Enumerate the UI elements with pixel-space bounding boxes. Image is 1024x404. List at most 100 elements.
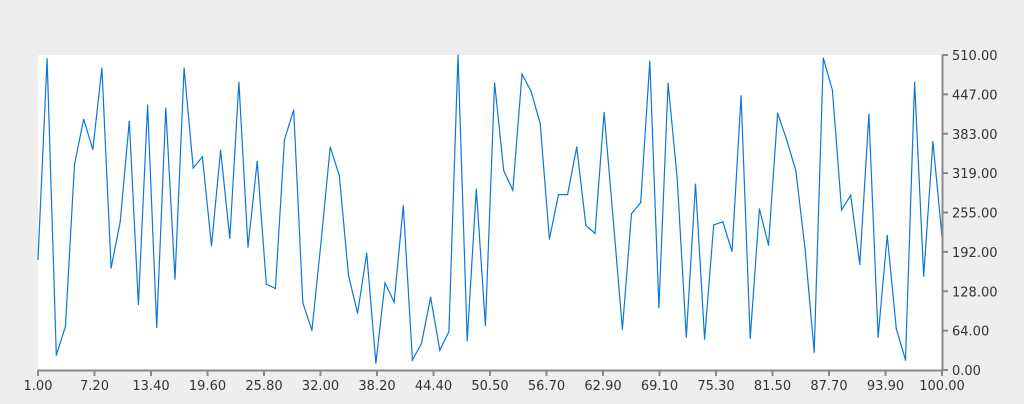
data-point xyxy=(210,245,213,247)
data-point xyxy=(238,81,240,83)
data-point xyxy=(256,160,258,162)
data-point xyxy=(320,240,322,243)
data-point xyxy=(430,296,432,298)
data-point xyxy=(302,302,304,304)
data-point xyxy=(667,82,669,85)
data-point xyxy=(694,183,697,185)
data-point xyxy=(594,232,596,235)
data-point xyxy=(649,60,651,62)
data-point xyxy=(229,237,231,240)
data-point xyxy=(722,221,724,223)
data-point xyxy=(758,208,760,210)
y-tick-label: 319.00 xyxy=(952,167,998,182)
y-tick-label: 64.00 xyxy=(952,325,989,340)
data-point xyxy=(174,278,176,280)
data-point xyxy=(146,104,149,106)
x-tick-label: 13.40 xyxy=(132,379,169,394)
x-tick-label: 93.90 xyxy=(867,379,904,394)
x-tick-label: 62.90 xyxy=(584,379,621,394)
y-tick-label: 383.00 xyxy=(952,128,998,143)
x-tick-label: 69.10 xyxy=(641,379,678,394)
data-point xyxy=(183,67,185,69)
data-point xyxy=(621,328,624,330)
x-tick-label: 81.50 xyxy=(754,379,791,394)
data-point xyxy=(859,263,861,265)
x-tick-label: 38.20 xyxy=(358,379,395,394)
data-point xyxy=(493,82,496,84)
x-tick-label: 75.30 xyxy=(697,379,734,394)
data-point xyxy=(119,221,121,223)
x-tick-label: 56.70 xyxy=(528,379,565,394)
data-point xyxy=(895,328,897,330)
y-tick-label: 0.00 xyxy=(952,364,981,379)
data-point xyxy=(914,81,916,83)
data-point xyxy=(201,156,203,158)
data-point xyxy=(932,140,934,143)
data-point xyxy=(46,58,48,60)
data-point xyxy=(731,250,733,253)
data-point xyxy=(347,274,350,277)
y-axis-ticks: 0.00 64.00 128.00 192.00 255.00 319.00 383.00 4… xyxy=(942,49,998,379)
data-point xyxy=(822,57,824,59)
data-point xyxy=(576,146,578,148)
data-point xyxy=(630,213,633,215)
data-point xyxy=(420,342,423,345)
data-point xyxy=(64,326,66,328)
data-point xyxy=(338,174,340,177)
data-point xyxy=(457,54,459,56)
x-tick-label: 19.60 xyxy=(189,379,226,394)
data-point xyxy=(484,324,487,327)
data-point xyxy=(877,336,879,338)
x-tick-label: 32.00 xyxy=(302,379,339,394)
data-point xyxy=(265,283,267,285)
data-point xyxy=(557,193,560,196)
data-point xyxy=(448,331,450,333)
data-point xyxy=(293,109,295,111)
data-point xyxy=(283,139,286,141)
x-tick-label: 100.00 xyxy=(919,379,965,394)
data-point xyxy=(411,359,413,361)
data-point xyxy=(840,209,843,211)
y-tick-label: 128.00 xyxy=(952,285,998,300)
data-point xyxy=(585,224,587,227)
data-point xyxy=(165,107,167,109)
data-point xyxy=(439,349,441,351)
data-point xyxy=(475,188,477,190)
y-tick-label: 255.00 xyxy=(952,207,998,222)
data-point xyxy=(366,252,368,254)
data-point xyxy=(777,112,779,114)
x-tick-label: 50.50 xyxy=(471,379,508,394)
data-point xyxy=(92,148,94,151)
data-point xyxy=(466,340,468,342)
data-point xyxy=(274,287,277,290)
data-point xyxy=(37,258,39,261)
data-point xyxy=(685,336,687,338)
data-point xyxy=(567,193,569,196)
data-point xyxy=(83,118,85,120)
data-point xyxy=(767,244,770,246)
data-point xyxy=(530,90,532,93)
data-point xyxy=(521,73,523,75)
data-point xyxy=(356,312,359,314)
data-point xyxy=(804,247,806,249)
data-point xyxy=(749,337,751,340)
data-point xyxy=(110,267,112,269)
series-group xyxy=(37,54,943,364)
x-axis-ticks: 1.00 7.20 13.40 19.60 25.80 32.00 38.20 44.40 50… xyxy=(24,370,965,394)
series-line xyxy=(37,54,943,364)
data-point xyxy=(137,303,140,306)
x-tick-label: 7.20 xyxy=(80,379,109,394)
x-tick-label: 44.40 xyxy=(415,379,452,394)
data-point xyxy=(703,338,706,340)
data-point xyxy=(740,95,742,97)
data-point xyxy=(220,149,222,151)
data-point xyxy=(923,275,925,277)
data-point xyxy=(548,238,550,240)
data-point xyxy=(393,301,395,303)
data-point xyxy=(831,89,834,91)
data-point xyxy=(539,122,541,125)
data-point xyxy=(55,354,57,356)
data-point xyxy=(128,120,130,122)
y-tick-label: 192.00 xyxy=(952,246,998,261)
